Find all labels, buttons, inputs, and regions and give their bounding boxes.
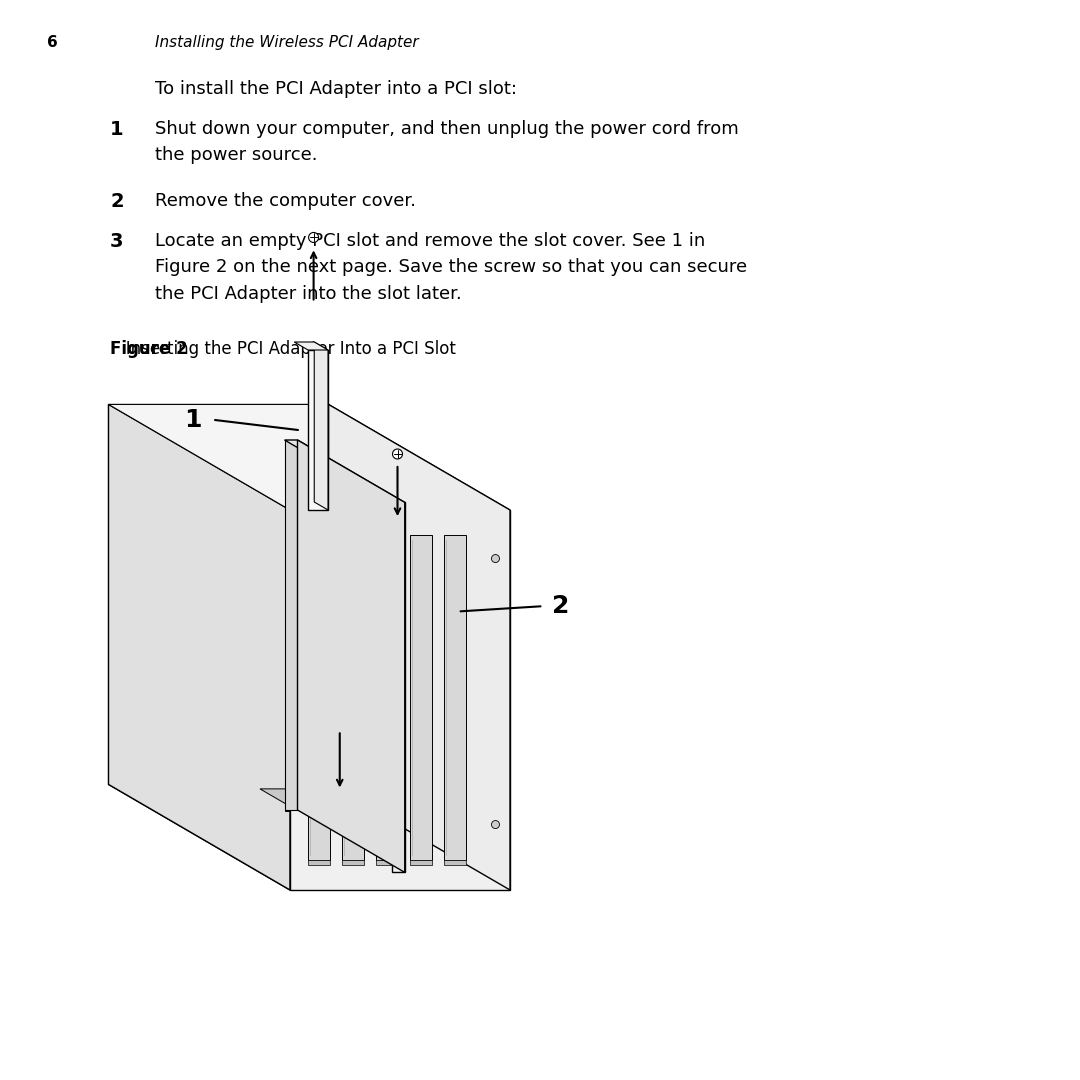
Text: 1: 1 xyxy=(185,408,202,432)
Polygon shape xyxy=(376,535,399,860)
Polygon shape xyxy=(294,342,328,350)
Polygon shape xyxy=(444,535,465,860)
Text: To install the PCI Adapter into a PCI slot:: To install the PCI Adapter into a PCI sl… xyxy=(156,80,517,98)
Text: Remove the computer cover.: Remove the computer cover. xyxy=(156,192,416,210)
Polygon shape xyxy=(108,404,328,784)
Polygon shape xyxy=(108,404,291,890)
Polygon shape xyxy=(342,535,364,860)
Polygon shape xyxy=(314,342,328,510)
Polygon shape xyxy=(410,860,432,865)
Polygon shape xyxy=(319,823,389,832)
Polygon shape xyxy=(284,440,405,502)
Polygon shape xyxy=(376,860,399,865)
Circle shape xyxy=(392,449,403,459)
Polygon shape xyxy=(308,535,330,860)
Text: Locate an empty PCI slot and remove the slot cover. See 1 in
Figure 2 on the nex: Locate an empty PCI slot and remove the … xyxy=(156,232,747,302)
Text: 3: 3 xyxy=(110,232,123,251)
Polygon shape xyxy=(444,860,465,865)
Polygon shape xyxy=(353,843,423,851)
Polygon shape xyxy=(260,788,354,804)
Text: 1: 1 xyxy=(110,120,123,139)
Polygon shape xyxy=(387,863,457,870)
Text: Installing the Wireless PCI Adapter: Installing the Wireless PCI Adapter xyxy=(156,35,419,50)
Polygon shape xyxy=(308,350,328,510)
Polygon shape xyxy=(291,510,510,890)
Polygon shape xyxy=(410,535,432,860)
Polygon shape xyxy=(284,440,297,810)
Polygon shape xyxy=(297,440,405,873)
Text: Figure 2: Figure 2 xyxy=(110,340,188,357)
Polygon shape xyxy=(328,404,510,890)
Circle shape xyxy=(491,554,499,563)
Polygon shape xyxy=(308,860,330,865)
Polygon shape xyxy=(392,502,405,873)
Text: 2: 2 xyxy=(110,192,123,211)
Text: 6: 6 xyxy=(48,35,57,50)
Polygon shape xyxy=(285,804,354,811)
Polygon shape xyxy=(108,784,510,890)
Polygon shape xyxy=(342,860,364,865)
Polygon shape xyxy=(294,809,389,823)
Text: Shut down your computer, and then unplug the power cord from
the power source.: Shut down your computer, and then unplug… xyxy=(156,120,739,164)
Text: Inserting the PCI Adapter Into a PCI Slot: Inserting the PCI Adapter Into a PCI Slo… xyxy=(110,340,456,357)
Polygon shape xyxy=(362,849,457,863)
Circle shape xyxy=(491,821,499,828)
Text: 2: 2 xyxy=(552,594,569,619)
Polygon shape xyxy=(108,404,510,510)
Circle shape xyxy=(309,232,319,242)
Polygon shape xyxy=(328,828,423,843)
